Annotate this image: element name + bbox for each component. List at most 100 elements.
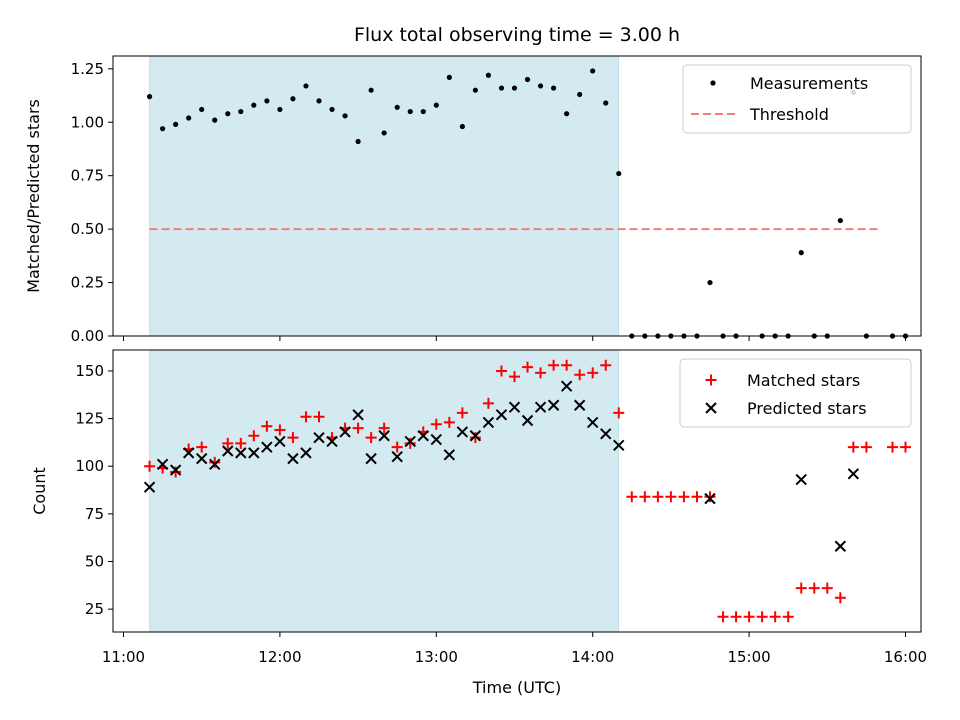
matched-star-point	[378, 422, 390, 434]
bottom-legend: Matched stars Predicted stars	[679, 358, 912, 428]
matched-star-point	[209, 456, 221, 468]
matched-star-point	[261, 420, 273, 432]
x-tick-label: 14:00	[571, 648, 614, 666]
matched-star-point	[795, 582, 807, 594]
matched-star-point	[430, 418, 442, 430]
measurement-point	[420, 108, 426, 115]
top-y-tick-label: 0.75	[71, 167, 104, 185]
measurement-point	[199, 106, 205, 113]
bottom-x-ticks: 11:00 12:00 13:00 14:00 15:00 16:00	[102, 632, 927, 666]
top-axes-frame	[112, 55, 922, 337]
measurement-point	[433, 102, 439, 108]
measurement-point	[485, 72, 492, 78]
matched-star-point	[144, 460, 156, 472]
bottom-shaded-region	[149, 349, 620, 633]
matched-star-point	[535, 367, 547, 379]
matched-star-point	[365, 432, 377, 444]
matched-star-point	[834, 592, 846, 604]
measurement-point	[524, 76, 531, 83]
predicted-star-point	[287, 452, 299, 465]
bottom-y-ticks: 25 50 75 100 125 150	[75, 362, 113, 618]
measurement-point	[472, 87, 478, 93]
predicted-star-point	[143, 481, 156, 493]
measurement-point	[225, 111, 231, 117]
legend-marker-measurements	[710, 80, 716, 86]
measurement-point	[316, 98, 322, 104]
matched-star-point	[821, 582, 833, 594]
predicted-star-point	[209, 458, 221, 471]
matched-star-point	[626, 491, 638, 503]
predicted-star-point	[404, 435, 416, 448]
matched-star-point	[548, 359, 560, 371]
top-y-tick-label: 0.00	[71, 327, 104, 345]
x-axis-label: Time (UTC)	[472, 678, 561, 697]
matched-star-point	[443, 416, 455, 428]
matched-star-point	[639, 491, 651, 503]
x-tick-label: 16:00	[884, 648, 927, 666]
matched-star-point	[352, 422, 364, 434]
matched-star-point	[743, 611, 755, 623]
measurement-point	[564, 111, 570, 117]
chart-title: Flux total observing time = 3.00 h	[354, 24, 680, 46]
measurement-point	[303, 83, 309, 89]
measurement-points	[146, 68, 909, 339]
measurement-point	[290, 96, 296, 102]
measurement-point	[146, 94, 153, 100]
matched-star-point	[613, 407, 625, 419]
matched-star-point	[782, 611, 794, 623]
predicted-star-point	[248, 447, 260, 459]
measurement-point	[355, 138, 361, 145]
predicted-star-point	[261, 441, 273, 453]
predicted-star-point	[469, 430, 482, 442]
measurement-point	[590, 68, 596, 74]
predicted-star-point	[586, 416, 599, 429]
x-tick-label: 13:00	[415, 648, 458, 666]
matched-star-point	[756, 611, 768, 623]
top-y-tick-label: 1.25	[71, 60, 104, 78]
matched-star-point	[235, 437, 247, 449]
predicted-star-point	[156, 458, 169, 471]
bottom-y-tick-label: 150	[75, 362, 104, 380]
matched-star-point	[860, 441, 872, 453]
matched-star-point	[665, 491, 677, 503]
matched-star-point	[900, 441, 911, 453]
matched-star-point	[495, 365, 507, 377]
matched-star-point	[170, 466, 182, 478]
measurement-point	[173, 121, 179, 127]
matched-star-point	[274, 424, 286, 436]
bottom-y-axis-label: Count	[30, 467, 49, 515]
predicted-star-point	[326, 435, 338, 448]
x-tick-label: 11:00	[102, 648, 145, 666]
measurement-point	[342, 113, 348, 119]
top-y-tick-label: 0.50	[71, 220, 104, 238]
predicted-star-point	[600, 428, 612, 440]
predicted-star-point	[222, 445, 234, 457]
top-y-tick-label: 0.25	[71, 274, 104, 292]
predicted-star-point	[834, 540, 847, 552]
legend-label-threshold: Threshold	[749, 105, 829, 124]
measurement-point	[551, 85, 557, 91]
matched-star-point	[522, 361, 534, 373]
predicted-star-point	[495, 409, 508, 421]
matched-star-point	[587, 367, 599, 379]
measurement-point	[537, 83, 544, 89]
measurement-point	[368, 87, 374, 93]
matched-star-point	[847, 441, 859, 453]
matched-star-point	[600, 359, 612, 371]
matched-star-point	[704, 491, 716, 503]
top-y-ticks: 0.00 0.25 0.50 0.75 1.00 1.25	[71, 60, 113, 345]
predicted-star-point	[443, 449, 456, 461]
measurement-point	[837, 217, 843, 224]
x-tick-label: 15:00	[727, 648, 770, 666]
predicted-star-point	[613, 439, 625, 451]
predicted-star-point	[560, 380, 573, 392]
top-legend-box	[682, 64, 912, 134]
predicted-star-point	[169, 464, 182, 476]
predicted-star-point	[235, 447, 247, 459]
measurement-point	[577, 91, 583, 98]
measurement-point	[251, 102, 257, 108]
legend-marker-predicted	[705, 402, 717, 414]
predicted-star-point	[313, 431, 325, 444]
legend-marker-matched	[705, 374, 717, 386]
predicted-star-point	[352, 409, 364, 421]
